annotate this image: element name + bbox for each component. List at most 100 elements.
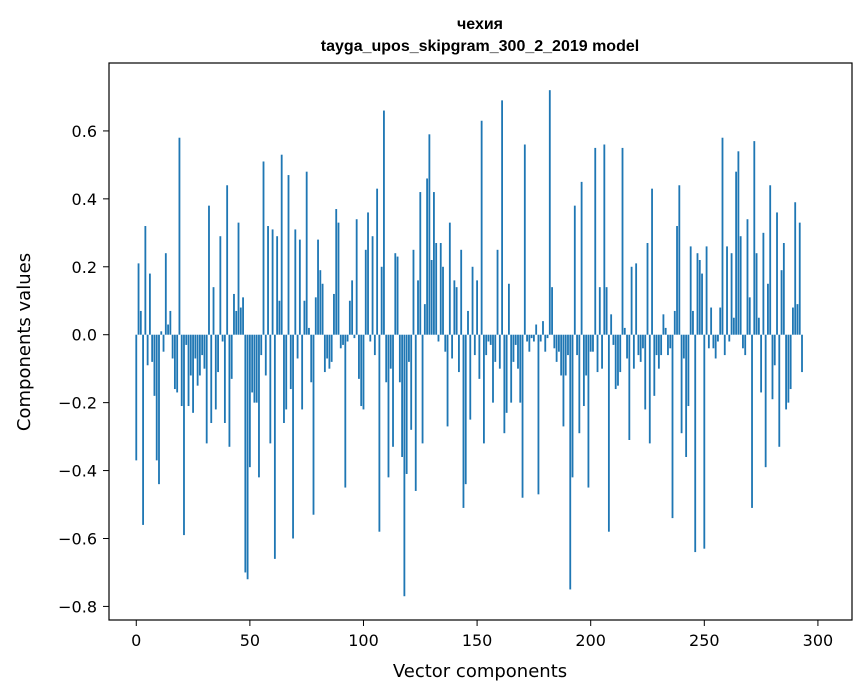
- bar-104: [371, 236, 374, 335]
- y-tick-label: −0.2: [58, 394, 97, 413]
- bar-166: [512, 334, 515, 362]
- bar-236: [671, 334, 674, 519]
- bar-135: [442, 266, 444, 335]
- bar-48: [244, 334, 247, 573]
- bar-9: [155, 334, 158, 461]
- bar-213: [619, 334, 622, 373]
- y-axis: −0.8 −0.6 −0.4 −0.2 0.0 0.2 0.4 0.6: [58, 122, 109, 616]
- bar-241: [682, 334, 685, 359]
- bar-96: [353, 334, 356, 339]
- bar-7: [151, 334, 154, 362]
- bar-110: [385, 334, 388, 383]
- bar-109: [383, 110, 385, 335]
- bar-16: [171, 334, 174, 359]
- bar-72: [298, 239, 301, 335]
- bar-195: [578, 334, 581, 434]
- y-tick-label: 0.2: [72, 258, 97, 277]
- bar-219: [632, 334, 635, 369]
- bar-240: [680, 334, 683, 434]
- bar-52: [253, 334, 256, 403]
- bar-152: [480, 120, 483, 335]
- bar-88: [335, 209, 338, 335]
- bar-180: [544, 334, 547, 352]
- bar-56: [262, 161, 265, 335]
- bar-92: [344, 334, 347, 488]
- bar-256: [717, 334, 719, 342]
- bar-199: [587, 334, 590, 488]
- bar-42: [230, 334, 233, 379]
- bar-212: [617, 334, 619, 386]
- bar-95: [351, 280, 354, 335]
- bar-292: [798, 222, 801, 335]
- bar-288: [789, 334, 792, 390]
- bar-13: [164, 253, 167, 335]
- bar-142: [458, 334, 460, 373]
- bar-177: [537, 334, 540, 495]
- x-axis-label: Vector components: [393, 661, 567, 682]
- bar-171: [523, 144, 526, 335]
- bar-35: [214, 334, 217, 410]
- bar-228: [653, 334, 656, 396]
- bar-23: [187, 334, 190, 407]
- bar-89: [337, 222, 340, 335]
- bar-208: [607, 334, 610, 532]
- bar-29: [201, 334, 204, 356]
- bar-188: [562, 334, 565, 427]
- bar-116: [398, 334, 401, 383]
- bar-230: [657, 334, 660, 369]
- bar-102: [367, 212, 369, 335]
- bar-138: [448, 222, 451, 335]
- bar-285: [782, 243, 785, 335]
- x-tick-label: 150: [462, 631, 493, 650]
- bar-263: [732, 317, 735, 335]
- bar-159: [496, 249, 499, 335]
- bar-237: [673, 310, 676, 335]
- bar-71: [296, 334, 299, 359]
- bar-244: [689, 246, 692, 335]
- bar-261: [728, 334, 731, 342]
- bar-191: [569, 334, 572, 590]
- bar-50: [248, 334, 251, 468]
- bar-170: [521, 334, 524, 498]
- bar-124: [417, 280, 419, 335]
- bar-233: [664, 327, 667, 335]
- x-tick-label: 300: [803, 631, 834, 650]
- bar-153: [483, 334, 485, 444]
- bar-128: [426, 178, 429, 335]
- bar-79: [314, 297, 317, 335]
- bar-1: [137, 263, 140, 335]
- bar-267: [742, 334, 744, 349]
- bar-8: [153, 334, 156, 396]
- bar-78: [312, 334, 315, 515]
- bar-147: [469, 334, 472, 420]
- bar-65: [283, 334, 285, 424]
- bar-77: [310, 334, 313, 383]
- bar-162: [503, 334, 506, 434]
- bar-175: [532, 334, 535, 342]
- bar-121: [410, 334, 413, 430]
- bar-39: [223, 334, 226, 424]
- bar-146: [467, 310, 469, 335]
- bar-130: [430, 259, 433, 335]
- bar-129: [428, 134, 431, 335]
- bar-12: [162, 334, 165, 352]
- bar-246: [694, 334, 697, 553]
- bar-164: [507, 283, 510, 335]
- bar-272: [753, 141, 756, 335]
- bar-57: [264, 334, 267, 376]
- bar-133: [437, 334, 440, 342]
- bar-227: [651, 188, 653, 335]
- bar-47: [242, 297, 244, 335]
- bar-174: [530, 334, 533, 339]
- bar-206: [603, 144, 606, 335]
- bar-86: [330, 334, 333, 362]
- bar-118: [403, 334, 406, 597]
- bar-217: [628, 334, 631, 440]
- bar-75: [305, 171, 308, 335]
- bar-28: [198, 334, 201, 376]
- bar-239: [678, 185, 681, 335]
- bar-247: [696, 253, 699, 335]
- bar-41: [228, 334, 231, 447]
- bar-91: [342, 334, 344, 345]
